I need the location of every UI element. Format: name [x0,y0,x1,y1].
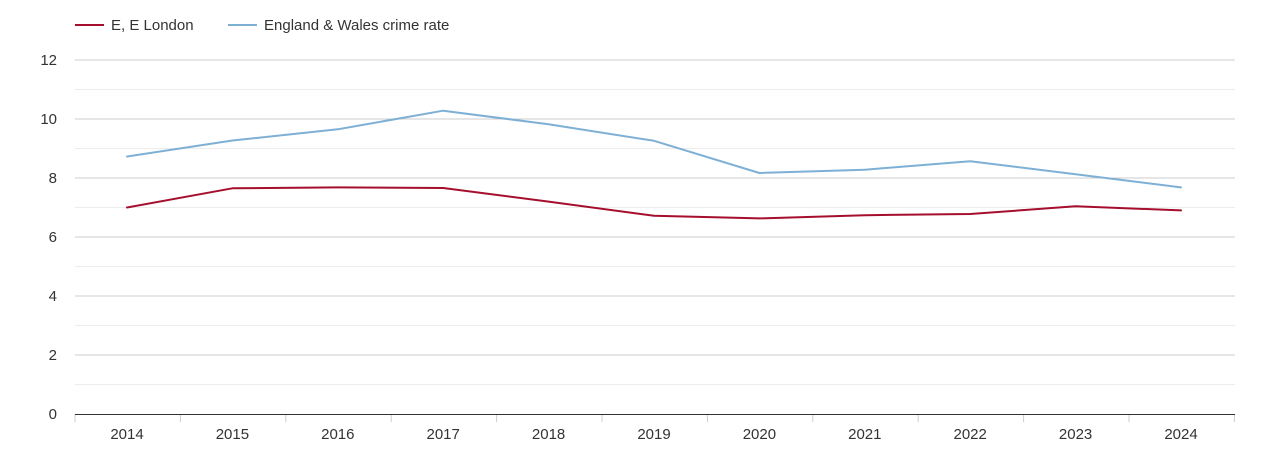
x-tick-label: 2023 [1059,426,1092,443]
data-point-e-london [864,214,866,216]
x-tick-label: 2016 [321,426,354,443]
y-tick-label: 12 [40,52,57,69]
series-line-england-wales [126,109,1182,189]
data-point-e-london [442,187,444,189]
y-axis-ticks: 0 2 4 6 8 10 12 [40,52,57,423]
x-tick-label: 2022 [954,426,987,443]
data-point-e-london [231,187,233,189]
y-tick-label: 0 [49,406,57,423]
data-point-e-london [653,215,655,217]
data-point-e-london [548,201,550,203]
legend: E, E London England & Wales crime rate [75,17,449,34]
x-tick-label: 2014 [110,426,143,443]
data-point-england-wales [231,140,233,142]
x-tick-label: 2024 [1164,426,1197,443]
y-tick-label: 6 [49,229,57,246]
data-point-england-wales [864,169,866,171]
data-point-england-wales [442,110,444,112]
x-tick-label: 2015 [216,426,249,443]
data-point-e-london [1180,209,1182,211]
gridlines [75,59,1235,385]
data-point-england-wales [548,123,550,125]
series-line-e-london [126,186,1182,220]
x-tick-label: 2020 [743,426,776,443]
data-point-england-wales [1075,173,1077,175]
y-tick-label: 8 [49,170,57,187]
x-tick-label: 2018 [532,426,565,443]
data-point-england-wales [1180,186,1182,188]
data-point-england-wales [758,172,760,174]
x-tick-label: 2021 [848,426,881,443]
data-point-england-wales [337,128,339,130]
x-tick-label: 2017 [427,426,460,443]
data-point-england-wales [969,160,971,162]
legend-label-england-wales: England & Wales crime rate [264,17,449,34]
series-layer [126,109,1182,220]
x-axis-ticks: 2014 2015 2016 2017 2018 2019 2020 2021 2022 2023… [74,414,1235,443]
y-tick-label: 10 [40,111,57,128]
data-point-england-wales [126,155,128,157]
y-tick-label: 2 [49,347,57,364]
legend-label-e-london: E, E London [111,17,194,34]
y-tick-label: 4 [49,288,57,305]
data-point-e-london [1075,205,1077,207]
data-point-england-wales [653,140,655,142]
data-point-e-london [126,207,128,209]
data-point-e-london [337,186,339,188]
x-tick-label: 2019 [637,426,670,443]
data-point-e-london [969,213,971,215]
data-point-e-london [758,217,760,219]
